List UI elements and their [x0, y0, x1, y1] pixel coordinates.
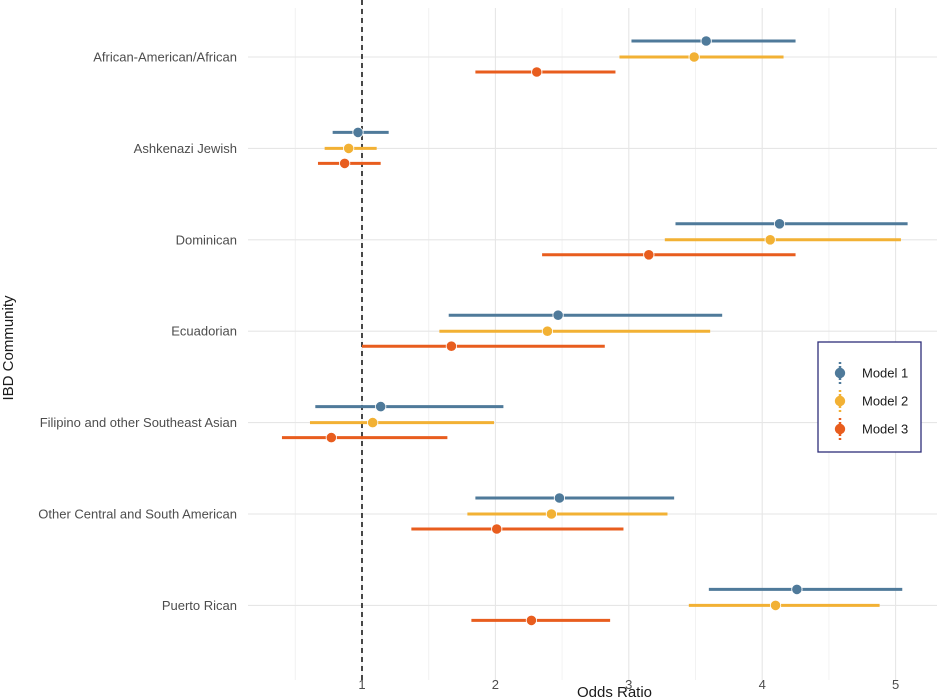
legend-box — [817, 341, 922, 453]
point-estimate — [791, 583, 803, 596]
point-estimate — [525, 614, 538, 627]
point-estimate — [688, 51, 700, 63]
point-estimate — [553, 492, 566, 504]
x-tick-label: 5 — [892, 677, 899, 692]
point-estimate — [545, 508, 558, 520]
point-estimate — [339, 157, 351, 169]
legend-key-point — [834, 423, 846, 435]
minor-gridlines — [294, 8, 830, 680]
point-estimate — [531, 66, 543, 78]
category-label: Dominican — [176, 232, 237, 247]
point-estimate — [352, 126, 364, 138]
point-estimate — [552, 309, 564, 321]
point-estimate — [764, 234, 776, 246]
point-estimate — [769, 599, 782, 612]
legend-key-point — [834, 367, 846, 379]
chart-marks — [281, 35, 908, 627]
point-estimate — [445, 340, 457, 352]
legend: Model 1 Model 2 Model 3 — [817, 341, 922, 453]
point-estimate — [491, 523, 503, 535]
x-tick-label: 3 — [625, 677, 632, 692]
x-tick-label: 4 — [759, 677, 766, 692]
x-axis-title: Odds Ratio — [577, 684, 652, 700]
legend-label: Model 1 — [862, 366, 908, 381]
legend-label: Model 3 — [862, 422, 908, 437]
x-tick-labels: 1 2 3 4 5 — [358, 677, 899, 692]
x-tick-label: 1 — [358, 677, 365, 692]
category-label: Puerto Rican — [162, 598, 237, 613]
point-estimate — [325, 431, 337, 444]
category-label: Other Central and South American — [38, 507, 237, 522]
legend-label: Model 2 — [862, 394, 908, 409]
legend-key-point — [834, 395, 846, 407]
point-estimate — [700, 35, 712, 47]
x-tick-label: 2 — [492, 677, 499, 692]
point-estimate — [367, 416, 379, 429]
y-axis-title: IBD Community — [0, 295, 17, 401]
point-estimate — [375, 400, 387, 413]
category-label: African-American/African — [93, 50, 237, 65]
point-estimate — [773, 218, 786, 230]
point-estimate — [541, 325, 554, 337]
point-estimate — [343, 142, 355, 154]
category-label: Ecuadorian — [171, 324, 237, 339]
point-estimate — [643, 249, 655, 261]
category-label: Ashkenazi Jewish — [134, 141, 237, 156]
category-label: Filipino and other Southeast Asian — [40, 415, 237, 430]
category-labels: African-American/African Ashkenazi Jewish… — [38, 50, 237, 613]
